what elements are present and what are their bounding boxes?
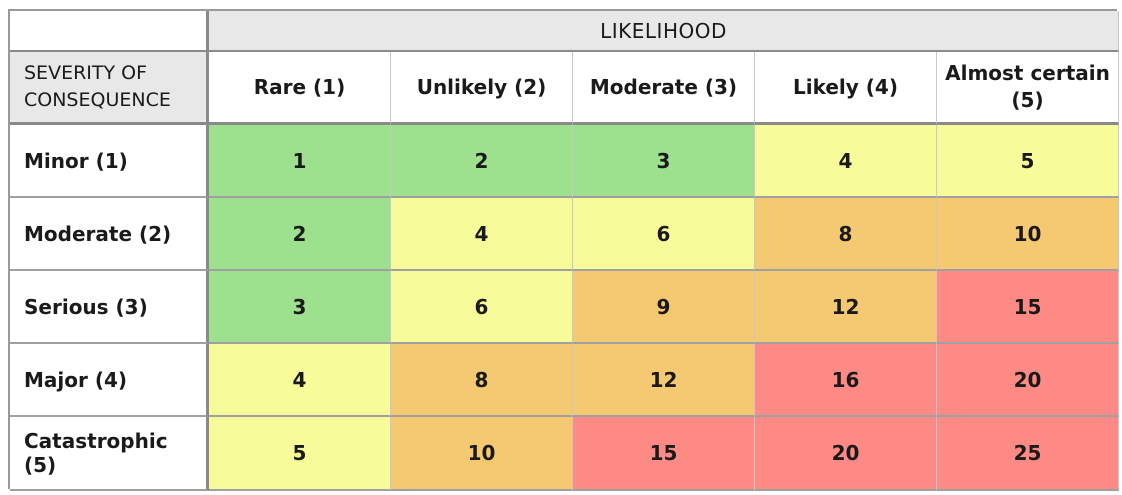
corner-blank — [10, 11, 209, 52]
severity-level-1: Minor (1) — [10, 125, 209, 198]
score-cell: 4 — [755, 125, 937, 198]
score-cell: 5 — [209, 417, 391, 491]
score-cell: 2 — [209, 198, 391, 271]
likelihood-level-1: Rare (1) — [209, 52, 391, 125]
score-cell: 10 — [391, 417, 573, 491]
score-cell: 20 — [937, 344, 1119, 417]
score-cell: 4 — [209, 344, 391, 417]
risk-matrix: LIKELIHOOD SEVERITY OF CONSEQUENCE Rare … — [8, 9, 1119, 491]
score-cell: 8 — [391, 344, 573, 417]
score-cell: 10 — [937, 198, 1119, 271]
score-cell: 1 — [209, 125, 391, 198]
score-cell: 4 — [391, 198, 573, 271]
score-cell: 6 — [391, 271, 573, 344]
score-cell: 3 — [573, 125, 755, 198]
likelihood-level-2: Unlikely (2) — [391, 52, 573, 125]
score-cell: 25 — [937, 417, 1119, 491]
score-cell: 8 — [755, 198, 937, 271]
likelihood-level-4: Likely (4) — [755, 52, 937, 125]
score-cell: 9 — [573, 271, 755, 344]
score-cell: 20 — [755, 417, 937, 491]
score-cell: 12 — [573, 344, 755, 417]
likelihood-level-3: Moderate (3) — [573, 52, 755, 125]
severity-level-2: Moderate (2) — [10, 198, 209, 271]
likelihood-level-5: Almost certain (5) — [937, 52, 1119, 125]
score-cell: 6 — [573, 198, 755, 271]
score-cell: 15 — [573, 417, 755, 491]
severity-header: SEVERITY OF CONSEQUENCE — [10, 52, 209, 125]
score-cell: 15 — [937, 271, 1119, 344]
likelihood-header: LIKELIHOOD — [209, 11, 1119, 52]
severity-level-4: Major (4) — [10, 344, 209, 417]
score-cell: 2 — [391, 125, 573, 198]
severity-level-5: Catastrophic (5) — [10, 417, 209, 491]
score-cell: 3 — [209, 271, 391, 344]
severity-level-3: Serious (3) — [10, 271, 209, 344]
score-cell: 16 — [755, 344, 937, 417]
score-cell: 12 — [755, 271, 937, 344]
score-cell: 5 — [937, 125, 1119, 198]
